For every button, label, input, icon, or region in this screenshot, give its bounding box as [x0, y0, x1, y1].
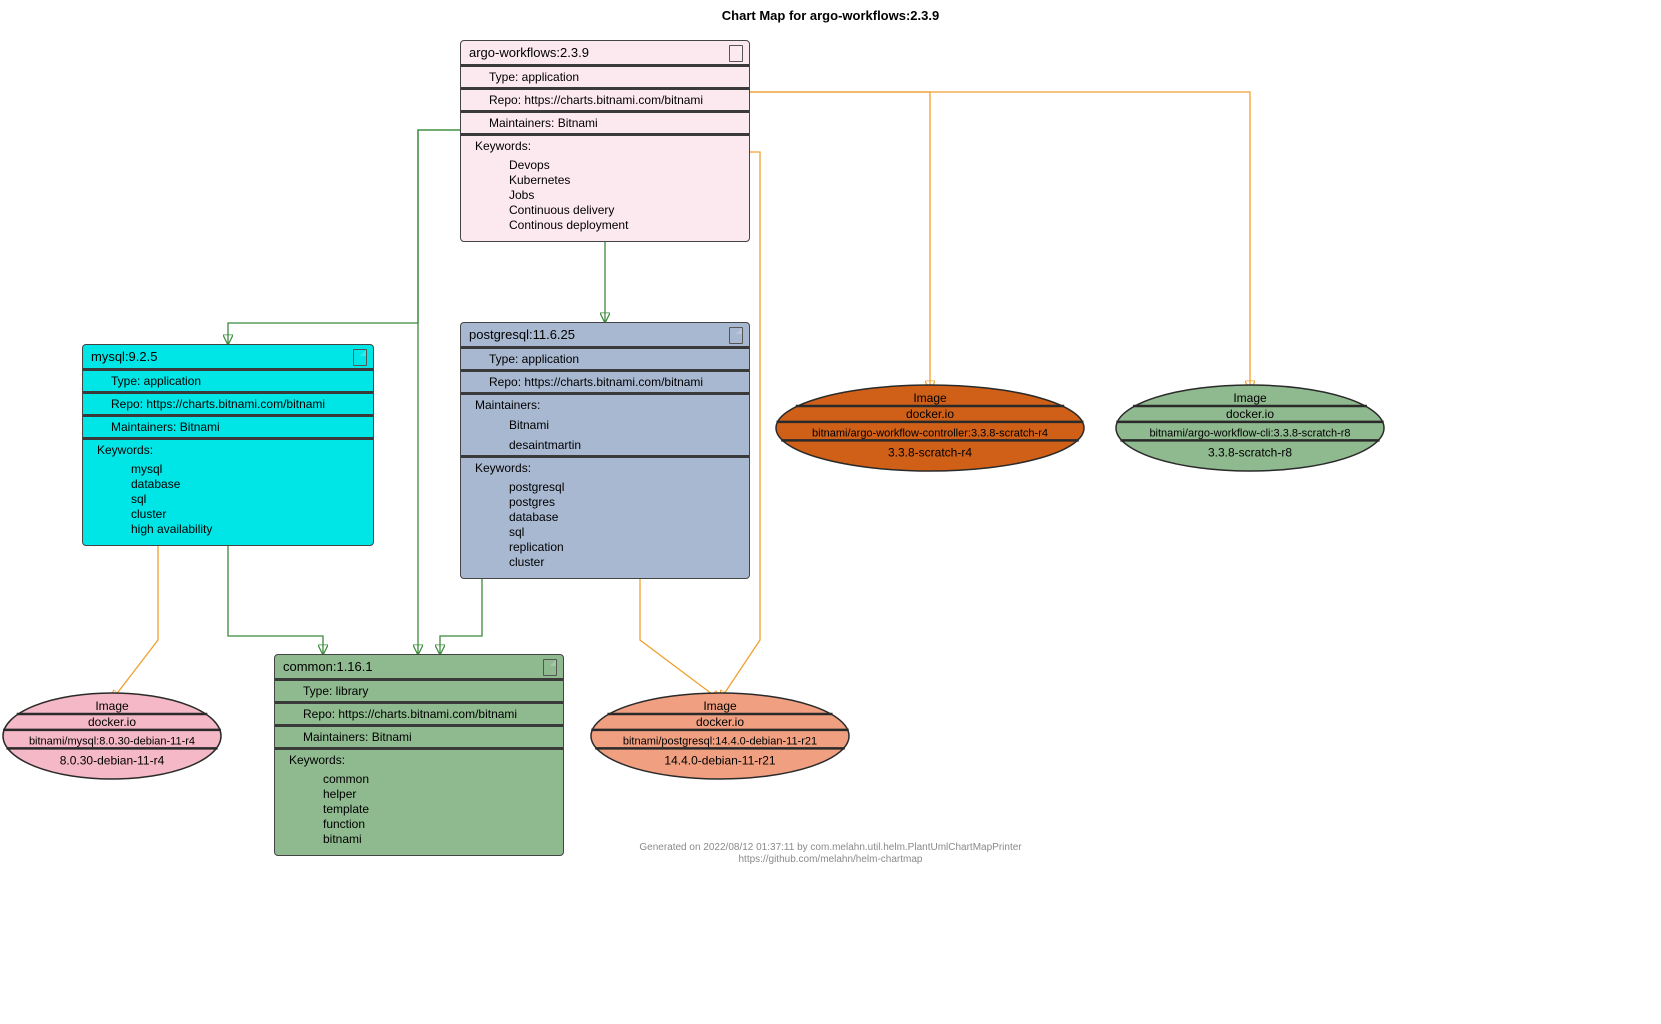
keyword-item: mysql: [111, 462, 365, 477]
image-registry: docker.io: [1226, 407, 1274, 421]
edge-argo-to-img_controller: [749, 92, 930, 390]
node-title: argo-workflows:2.3.9: [461, 41, 749, 64]
image-tag: 3.3.8-scratch-r4: [888, 445, 972, 459]
image-tag: 8.0.30-debian-11-r4: [60, 753, 165, 767]
image-header: Image: [95, 699, 129, 713]
node-keywords: postgresqlpostgresdatabasesqlreplication…: [461, 478, 749, 578]
image-node-img_controller: Image docker.io bitnami/argo-workflow-co…: [775, 384, 1085, 472]
keyword-item: Continous deployment: [489, 218, 741, 233]
keyword-item: sql: [111, 492, 365, 507]
keyword-item: template: [303, 802, 555, 817]
diagram-canvas: Chart Map for argo-workflows:2.3.9 argo-…: [0, 0, 1661, 1024]
edge-argo-to-img_cli: [749, 92, 1250, 390]
image-registry: docker.io: [696, 715, 744, 729]
node-keywords-header: Keywords:: [275, 750, 563, 770]
node-keywords: mysqldatabasesqlclusterhigh availability: [83, 460, 373, 545]
keyword-item: sql: [489, 525, 741, 540]
image-name: bitnami/postgresql:14.4.0-debian-11-r21: [623, 735, 817, 747]
node-type: Type: library: [275, 681, 563, 701]
keyword-item: cluster: [489, 555, 741, 570]
node-maintainer: Bitnami: [461, 415, 749, 435]
node-keywords-header: Keywords:: [83, 440, 373, 460]
keyword-item: high availability: [111, 522, 365, 537]
image-name: bitnami/argo-workflow-cli:3.3.8-scratch-…: [1149, 427, 1350, 439]
keyword-item: cluster: [111, 507, 365, 522]
node-type: Type: application: [461, 67, 749, 87]
keyword-item: postgresql: [489, 480, 741, 495]
document-icon: [729, 45, 743, 62]
edge-mysql-to-img_mysql: [112, 528, 158, 700]
document-icon: [353, 349, 367, 366]
image-registry: docker.io: [88, 715, 136, 729]
image-node-img_postgres: Image docker.io bitnami/postgresql:14.4.…: [590, 692, 850, 780]
node-maintainers: Maintainers: Bitnami: [461, 113, 749, 133]
edge-mysql-to-common: [228, 528, 323, 654]
image-node-img_cli: Image docker.io bitnami/argo-workflow-cl…: [1115, 384, 1385, 472]
image-header: Image: [703, 699, 737, 713]
node-title: postgresql:11.6.25: [461, 323, 749, 346]
footer-line-2: https://github.com/melahn/helm-chartmap: [0, 854, 1661, 865]
node-maintainers: Maintainers: Bitnami: [83, 417, 373, 437]
node-keywords-header: Keywords:: [461, 136, 749, 156]
keyword-item: function: [303, 817, 555, 832]
image-tag: 14.4.0-debian-11-r21: [664, 753, 776, 767]
keyword-item: database: [489, 510, 741, 525]
image-name: bitnami/mysql:8.0.30-debian-11-r4: [29, 735, 195, 747]
node-repo: Repo: https://charts.bitnami.com/bitnami: [275, 704, 563, 724]
keyword-item: replication: [489, 540, 741, 555]
document-icon: [729, 327, 743, 344]
keyword-item: helper: [303, 787, 555, 802]
node-maintainers: Maintainers: Bitnami: [275, 727, 563, 747]
keyword-item: Kubernetes: [489, 173, 741, 188]
chart-node-common: common:1.16.1 Type: library Repo: https://…: [274, 654, 564, 856]
image-node-img_mysql: Image docker.io bitnami/mysql:8.0.30-deb…: [2, 692, 222, 780]
node-repo: Repo: https://charts.bitnami.com/bitnami: [461, 90, 749, 110]
keyword-item: Continuous delivery: [489, 203, 741, 218]
node-type: Type: application: [83, 371, 373, 391]
node-repo: Repo: https://charts.bitnami.com/bitnami: [83, 394, 373, 414]
keyword-item: common: [303, 772, 555, 787]
node-keywords-header: Keywords:: [461, 458, 749, 478]
node-title: mysql:9.2.5: [83, 345, 373, 368]
keyword-item: database: [111, 477, 365, 492]
image-name: bitnami/argo-workflow-controller:3.3.8-s…: [812, 427, 1048, 439]
chart-node-mysql: mysql:9.2.5 Type: application Repo: https:…: [82, 344, 374, 546]
node-maintainers-header: Maintainers:: [461, 395, 749, 415]
document-icon: [543, 659, 557, 676]
node-type: Type: application: [461, 349, 749, 369]
keyword-item: Devops: [489, 158, 741, 173]
node-title: common:1.16.1: [275, 655, 563, 678]
image-header: Image: [1233, 391, 1267, 405]
keyword-item: Jobs: [489, 188, 741, 203]
chart-node-argo: argo-workflows:2.3.9 Type: application Rep…: [460, 40, 750, 242]
footer-line-1: Generated on 2022/08/12 01:37:11 by com.…: [0, 842, 1661, 853]
image-tag: 3.3.8-scratch-r8: [1208, 445, 1292, 459]
image-registry: docker.io: [906, 407, 954, 421]
keyword-item: postgres: [489, 495, 741, 510]
node-keywords: DevopsKubernetesJobsContinuous deliveryC…: [461, 156, 749, 241]
chart-node-postgres: postgresql:11.6.25 Type: application Repo:…: [460, 322, 750, 579]
node-repo: Repo: https://charts.bitnami.com/bitnami: [461, 372, 749, 392]
node-maintainer: desaintmartin: [461, 435, 749, 455]
image-header: Image: [913, 391, 947, 405]
